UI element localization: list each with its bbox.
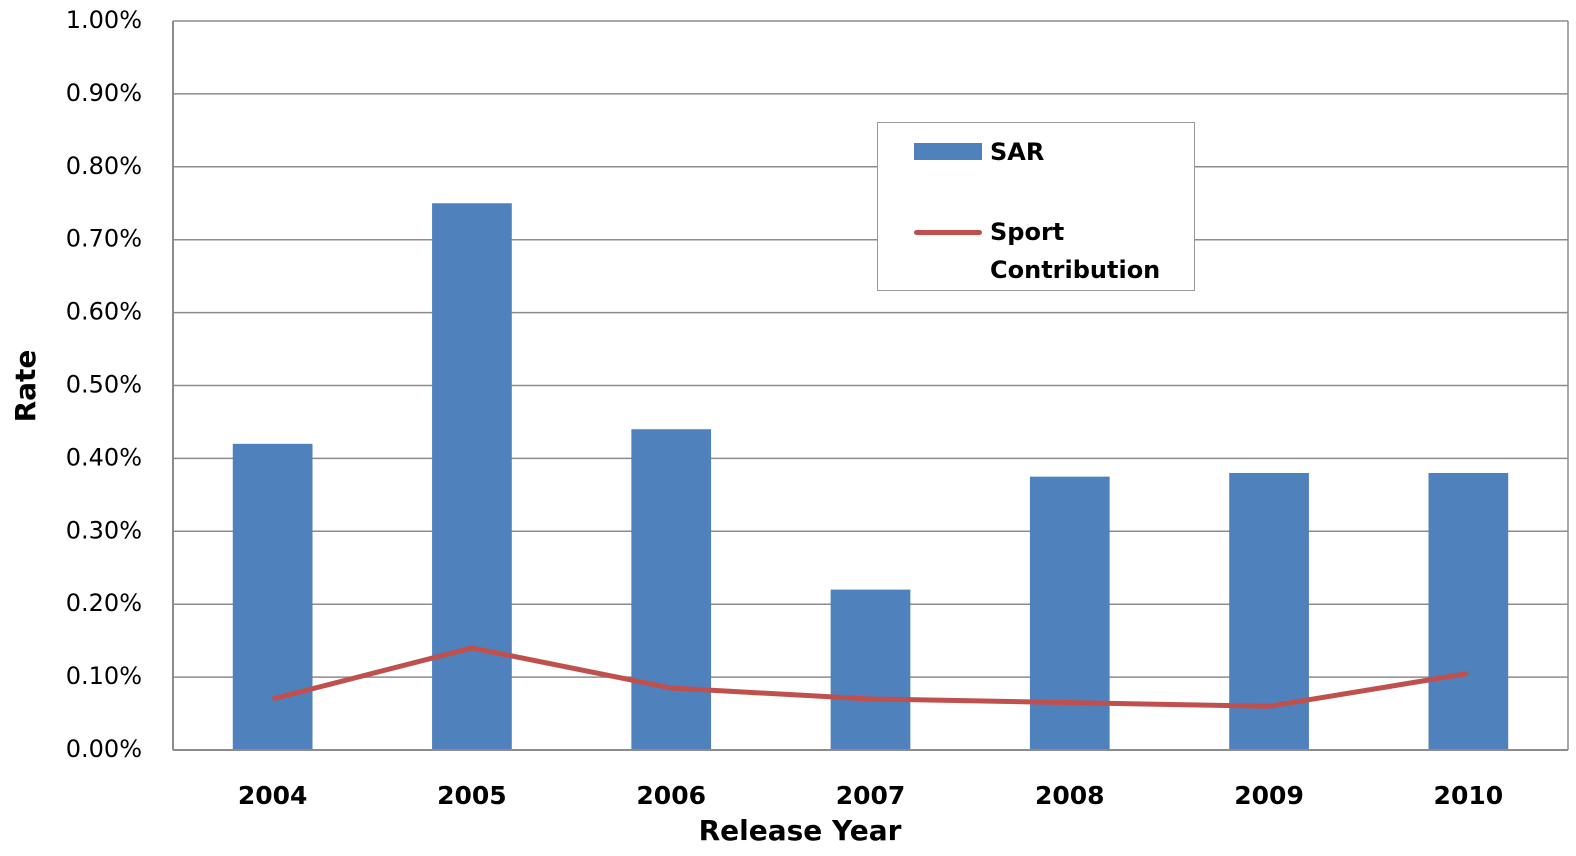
x-axis-title: Release Year	[699, 814, 902, 847]
legend-label: SAR	[990, 138, 1045, 166]
y-tick-label: 0.00%	[66, 735, 142, 763]
y-tick-label: 0.70%	[66, 225, 142, 253]
legend-item: Sport Contribution	[914, 213, 1161, 289]
bar	[830, 589, 911, 750]
legend-item: SAR	[914, 133, 1170, 171]
y-tick-label: 0.60%	[66, 298, 142, 326]
y-tick-label: 1.00%	[66, 6, 142, 34]
x-tick-label: 2010	[1434, 781, 1504, 810]
bar	[631, 429, 712, 750]
bar	[232, 443, 313, 750]
bar	[432, 203, 512, 750]
grid	[173, 20, 1568, 751]
legend: SAR Sport Contribution	[877, 122, 1195, 291]
x-tick-label: 2006	[636, 781, 706, 810]
bar	[1029, 476, 1110, 750]
y-tick-label: 0.40%	[66, 443, 142, 471]
y-tick-label: 0.90%	[66, 79, 142, 107]
x-tick-label: 2009	[1234, 781, 1304, 810]
y-tick-label: 0.30%	[66, 516, 142, 544]
legend-key	[914, 143, 982, 160]
y-tick-label: 0.50%	[66, 371, 142, 399]
x-tick-label: 2004	[238, 781, 308, 810]
bar	[1428, 472, 1509, 750]
y-axis-title: Rate	[9, 350, 42, 423]
x-tick-label: 2008	[1035, 781, 1105, 810]
y-tick-label: 0.10%	[66, 662, 142, 690]
x-tick-label: 2005	[437, 781, 507, 810]
legend-key	[914, 230, 982, 235]
x-tick-label: 2007	[836, 781, 906, 810]
legend-label: Sport Contribution	[990, 218, 1161, 284]
y-tick-label: 0.20%	[66, 589, 142, 617]
line	[272, 645, 1469, 709]
y-tick-label: 0.80%	[66, 152, 142, 180]
